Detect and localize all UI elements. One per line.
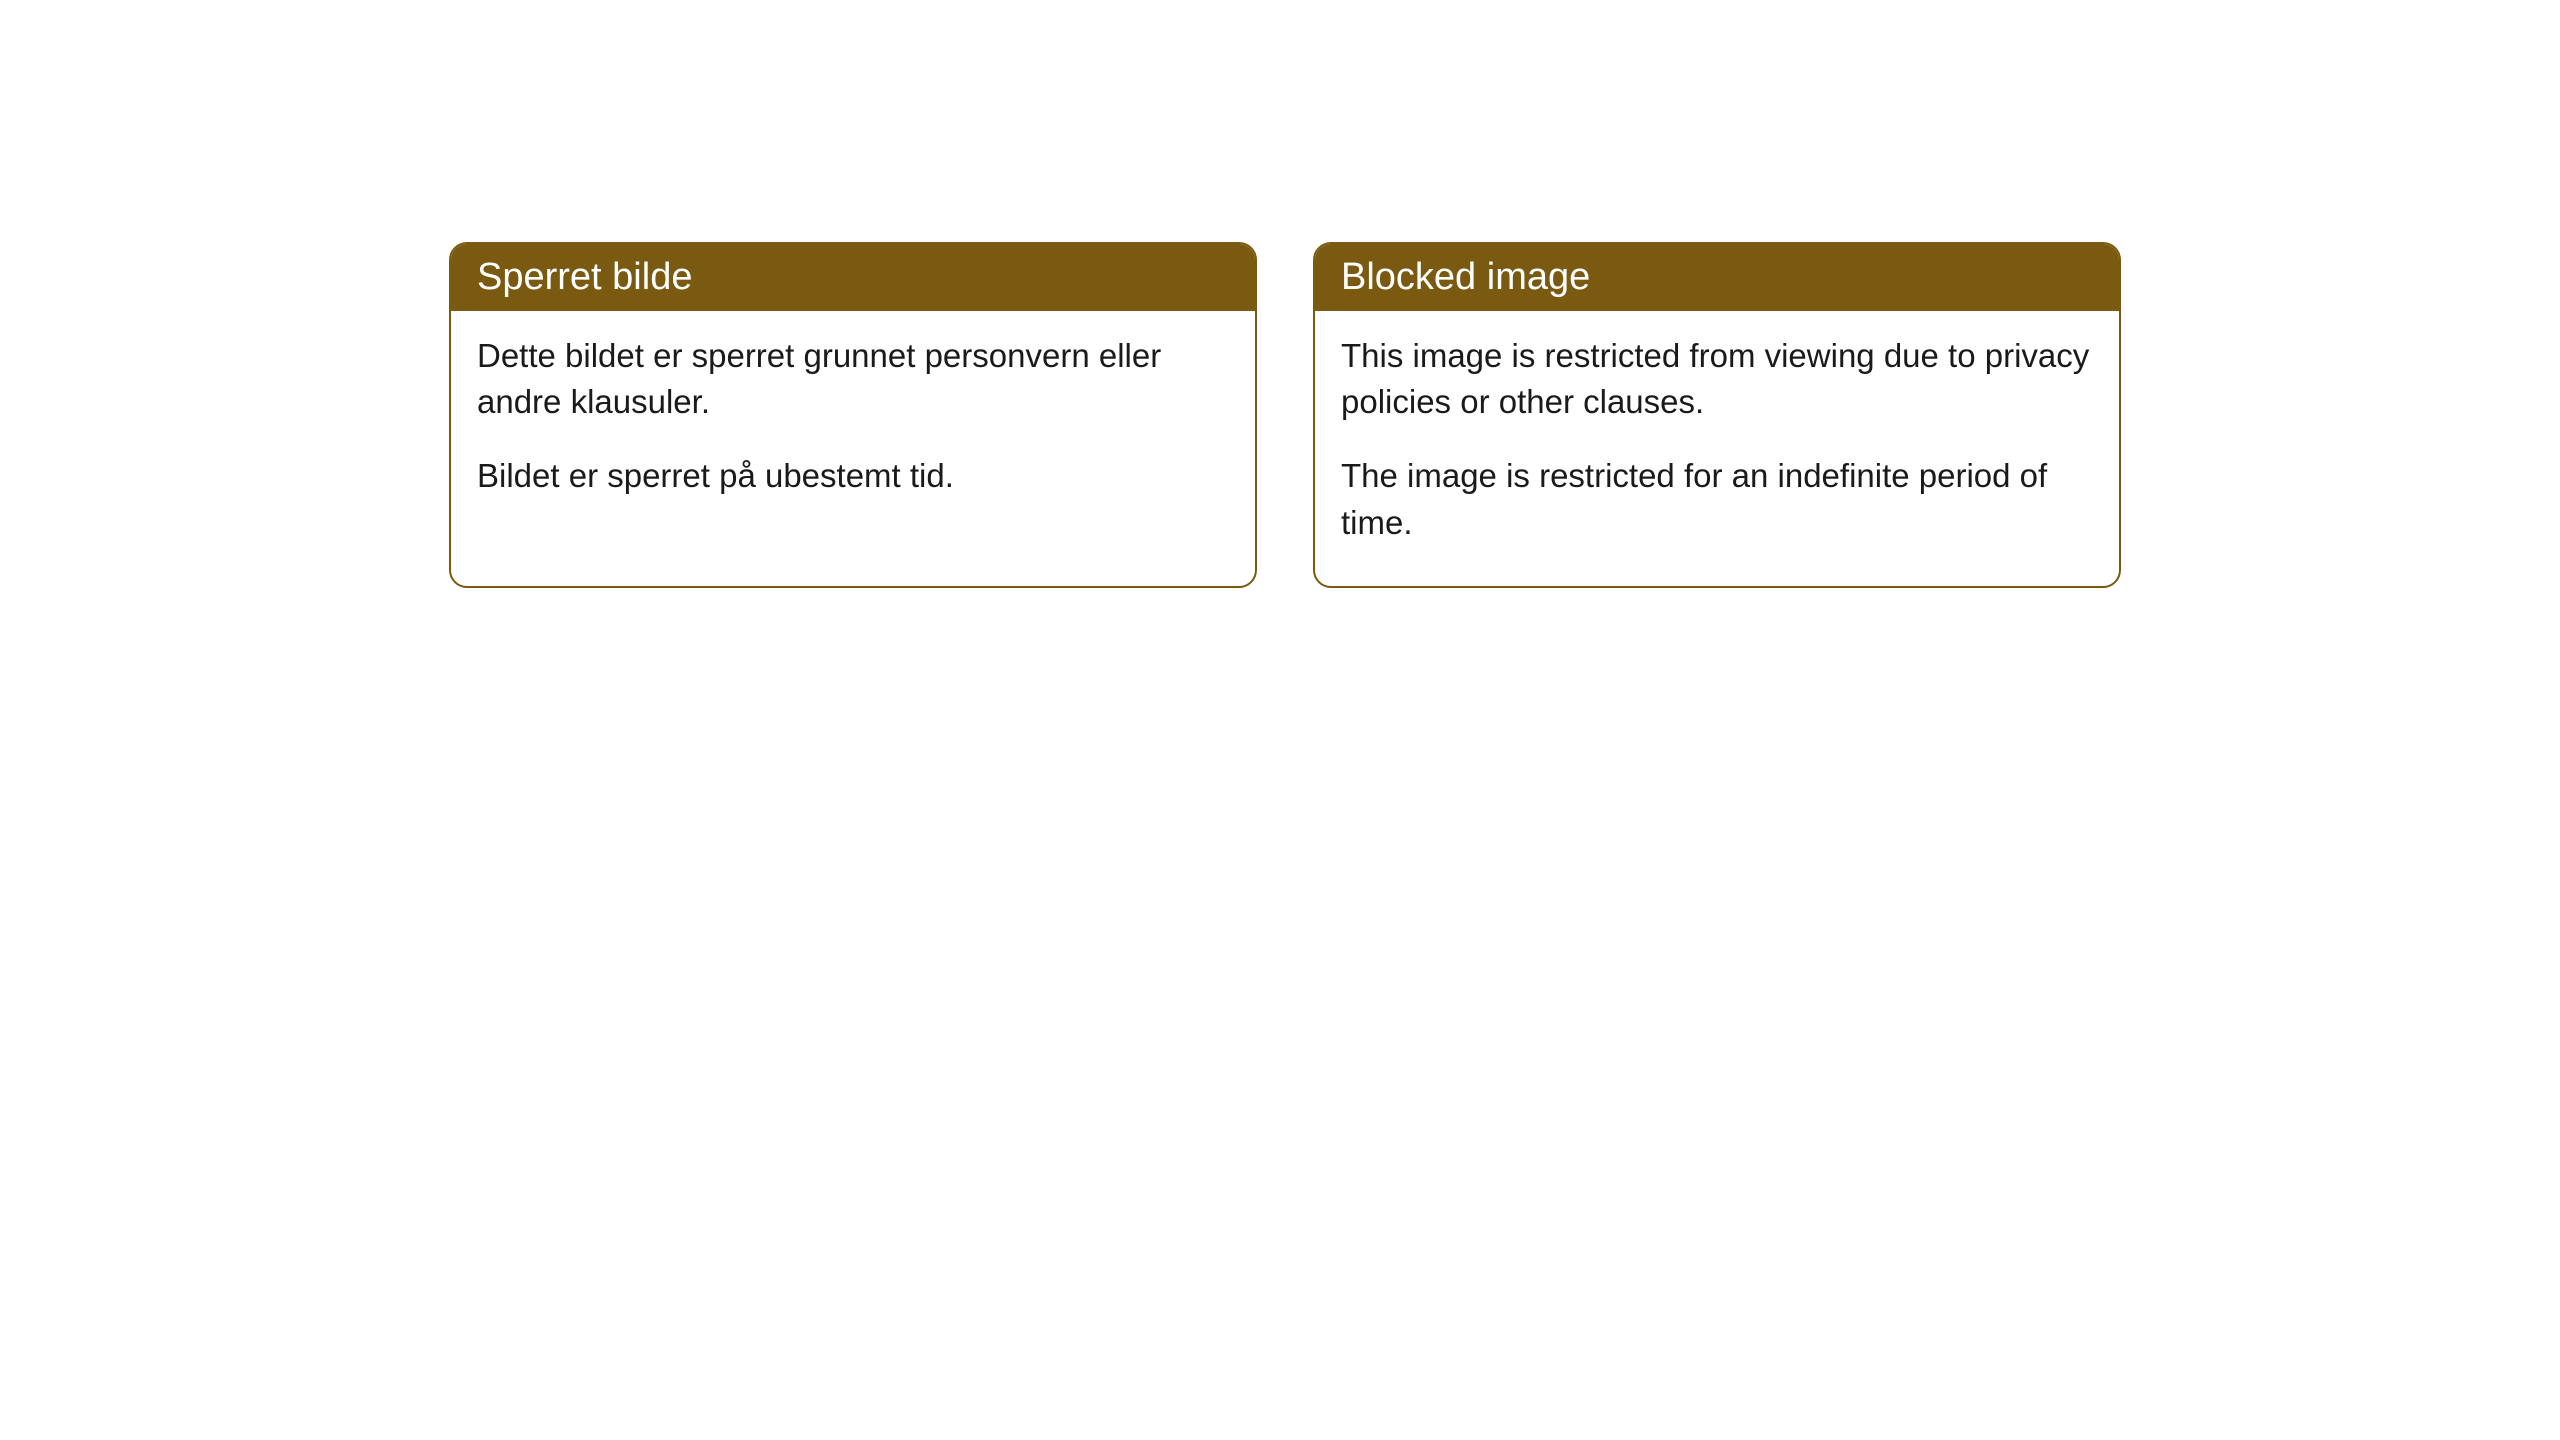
notice-container: Sperret bilde Dette bildet er sperret gr… xyxy=(0,0,2560,588)
notice-card-norwegian: Sperret bilde Dette bildet er sperret gr… xyxy=(449,242,1257,588)
notice-card-english: Blocked image This image is restricted f… xyxy=(1313,242,2121,588)
card-title: Blocked image xyxy=(1341,256,1590,298)
card-paragraph: Dette bildet er sperret grunnet personve… xyxy=(477,333,1229,425)
card-header: Blocked image xyxy=(1315,244,2119,311)
card-paragraph: This image is restricted from viewing du… xyxy=(1341,333,2093,425)
card-paragraph: The image is restricted for an indefinit… xyxy=(1341,453,2093,545)
card-title: Sperret bilde xyxy=(477,256,692,298)
card-body: Dette bildet er sperret grunnet personve… xyxy=(451,311,1255,540)
card-body: This image is restricted from viewing du… xyxy=(1315,311,2119,586)
card-paragraph: Bildet er sperret på ubestemt tid. xyxy=(477,453,1229,499)
card-header: Sperret bilde xyxy=(451,244,1255,311)
